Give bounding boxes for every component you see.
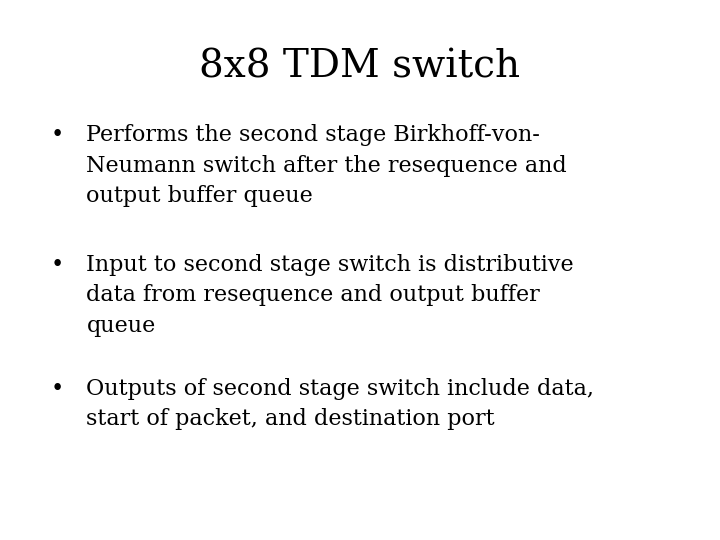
Text: Performs the second stage Birkhoff-von-
Neumann switch after the resequence and
: Performs the second stage Birkhoff-von- … [86,124,567,207]
Text: •: • [50,378,63,400]
Text: •: • [50,254,63,276]
Text: •: • [50,124,63,146]
Text: 8x8 TDM switch: 8x8 TDM switch [199,49,521,86]
Text: Input to second stage switch is distributive
data from resequence and output buf: Input to second stage switch is distribu… [86,254,574,337]
Text: Outputs of second stage switch include data,
start of packet, and destination po: Outputs of second stage switch include d… [86,378,595,430]
